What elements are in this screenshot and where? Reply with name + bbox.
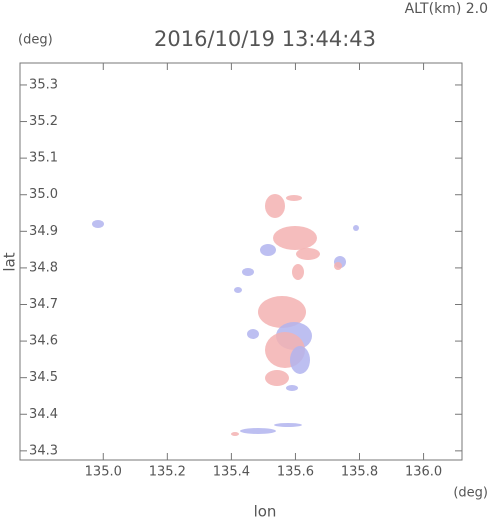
echo xyxy=(292,264,304,280)
plot-frame xyxy=(19,62,463,461)
y-tick-label: 35.1 xyxy=(29,151,58,166)
echo xyxy=(231,432,239,436)
y-tick-label: 34.6 xyxy=(29,334,58,349)
y-tick-label: 34.8 xyxy=(29,260,58,275)
y-tick-label: 34.5 xyxy=(29,370,58,385)
x-tick-label: 135.4 xyxy=(213,465,250,480)
echo xyxy=(286,385,298,391)
y-unit: (deg) xyxy=(18,33,53,48)
echo xyxy=(353,225,359,231)
echo xyxy=(274,423,302,427)
echo xyxy=(296,248,320,260)
x-tick-label: 135.0 xyxy=(85,465,122,480)
echoes xyxy=(19,62,463,461)
echo xyxy=(258,296,306,328)
y-tick-label: 34.9 xyxy=(29,224,58,239)
y-tick-label: 35.2 xyxy=(29,114,58,129)
echo xyxy=(260,244,276,256)
x-unit: (deg) xyxy=(453,486,488,501)
altitude: ALT(km) 2.0 xyxy=(405,1,488,17)
echo xyxy=(242,268,254,276)
x-axis-label: lon xyxy=(254,503,277,521)
echo xyxy=(265,194,285,218)
chart-title: 2016/10/19 13:44:43 xyxy=(154,27,376,51)
y-tick-label: 34.3 xyxy=(29,443,58,458)
y-tick-label: 35.3 xyxy=(29,77,58,92)
echo xyxy=(92,220,104,228)
y-tick-label: 34.7 xyxy=(29,297,58,312)
echo xyxy=(265,370,289,386)
x-tick-label: 135.6 xyxy=(277,465,314,480)
x-tick-label: 136.0 xyxy=(405,465,442,480)
echo xyxy=(240,428,276,434)
echo xyxy=(234,287,242,293)
y-tick-label: 34.4 xyxy=(29,407,58,422)
x-tick-label: 135.2 xyxy=(149,465,186,480)
echo xyxy=(334,262,342,270)
y-axis-label: lat xyxy=(1,252,19,271)
y-tick-label: 35.0 xyxy=(29,187,58,202)
echo xyxy=(286,195,302,201)
echo xyxy=(273,226,317,250)
x-tick-label: 135.8 xyxy=(341,465,378,480)
echo xyxy=(290,346,310,374)
echo xyxy=(247,329,259,339)
